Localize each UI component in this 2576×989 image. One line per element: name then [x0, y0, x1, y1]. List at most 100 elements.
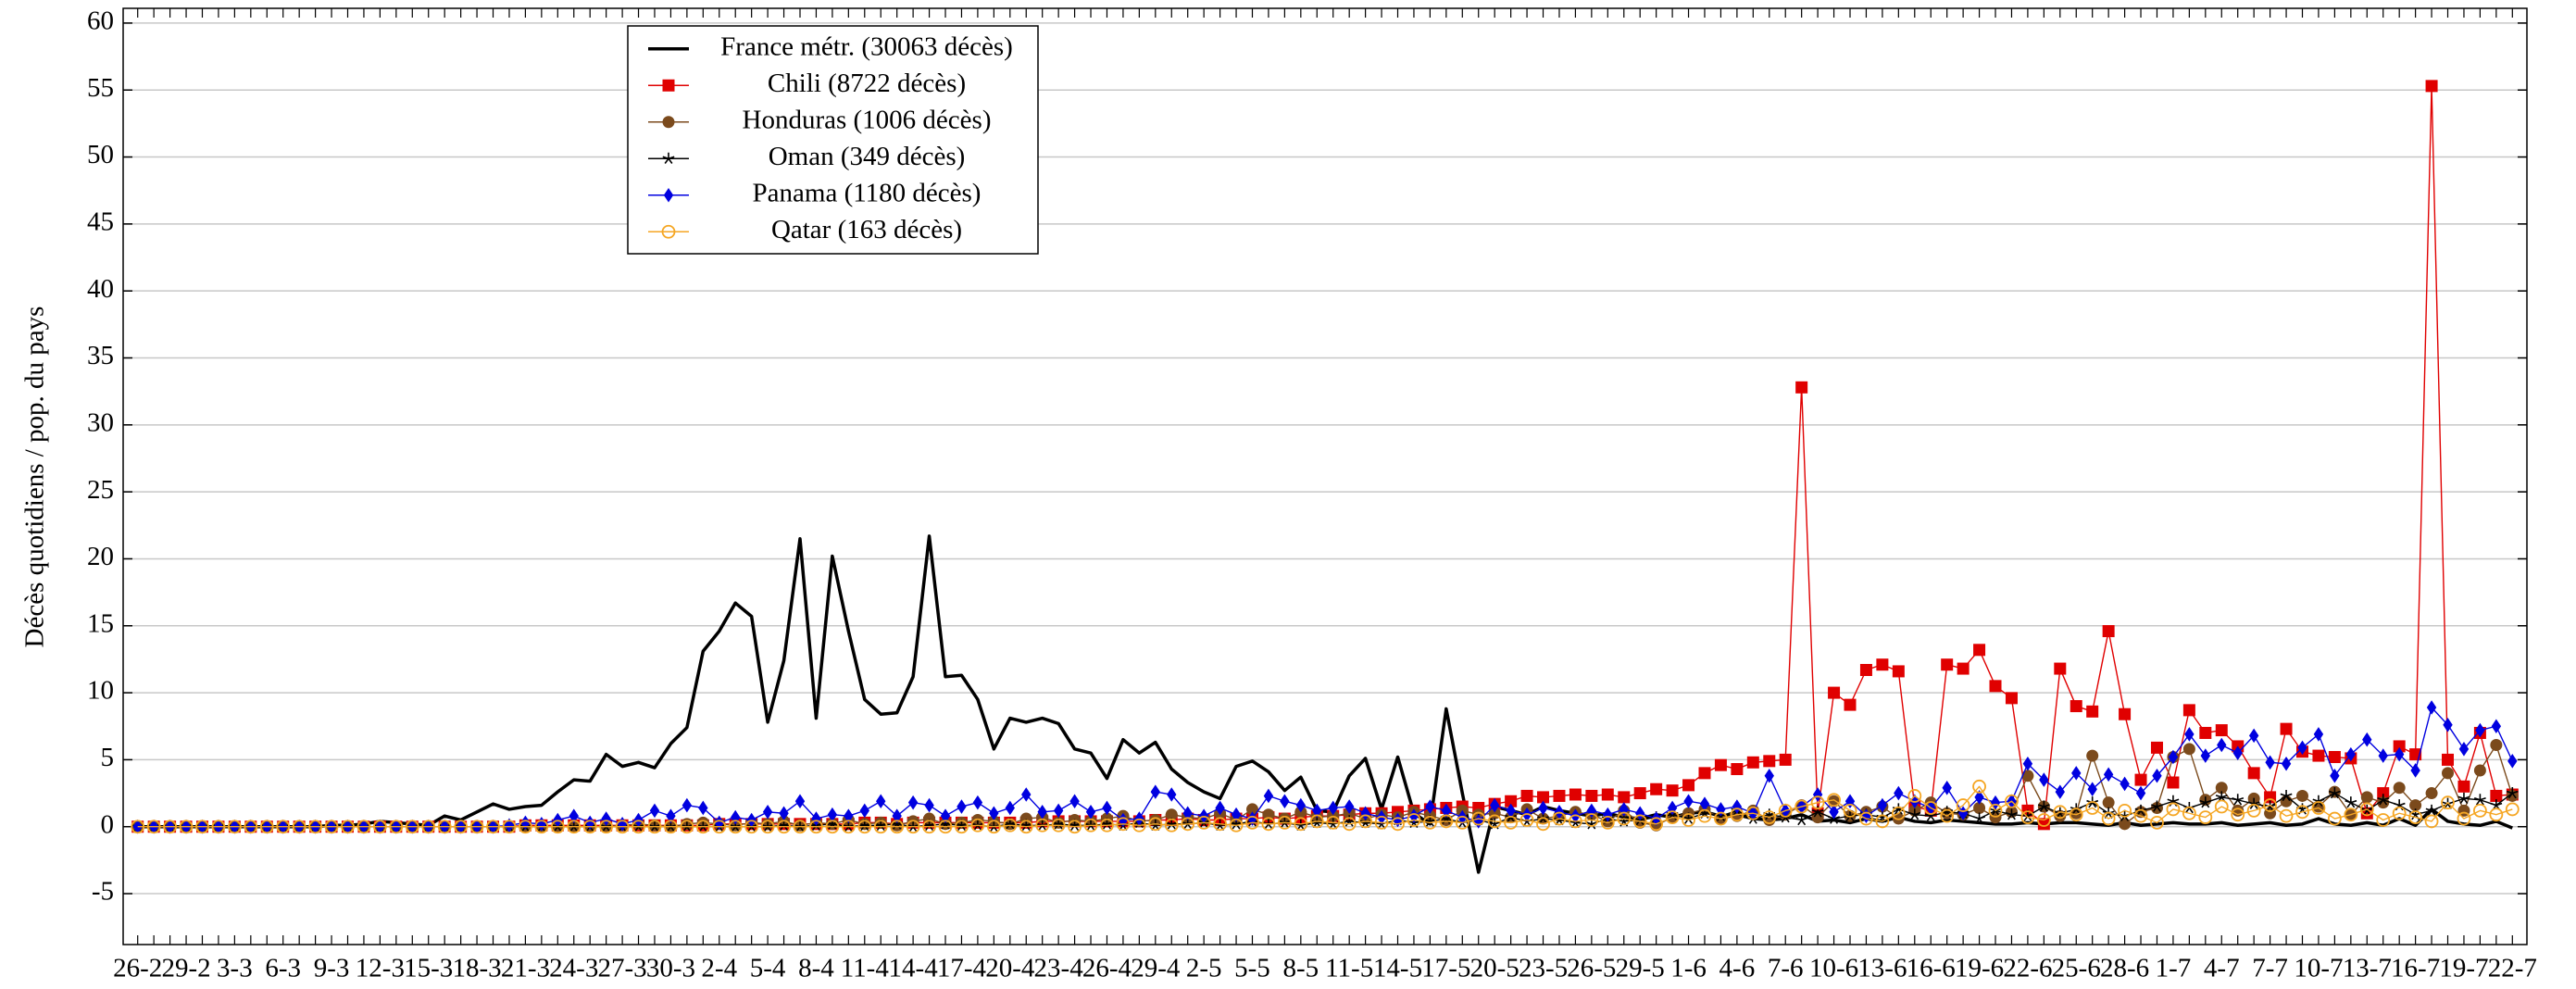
marker: [857, 820, 872, 834]
marker: [1812, 787, 1823, 802]
marker: [259, 820, 274, 834]
marker: [437, 820, 452, 834]
marker: [2118, 803, 2132, 818]
y-tick-label: 20: [87, 542, 114, 571]
marker: [2263, 798, 2278, 812]
marker: [1632, 814, 1647, 829]
marker: [778, 819, 790, 832]
marker: [1730, 807, 1744, 822]
marker: [1601, 788, 1614, 801]
marker: [2457, 811, 2471, 826]
marker: [486, 820, 500, 834]
marker: [1682, 813, 1695, 827]
marker: [1393, 812, 1403, 828]
marker: [762, 805, 773, 820]
marker: [696, 820, 709, 833]
marker: [356, 820, 371, 834]
marker: [2150, 741, 2163, 754]
marker: [1699, 796, 1710, 811]
marker: [2359, 802, 2374, 817]
marker: [1277, 815, 1292, 830]
marker: [1019, 820, 1033, 834]
marker: [1005, 800, 1015, 816]
marker: [1859, 811, 1873, 826]
marker: [2168, 749, 2179, 765]
marker: [2312, 749, 2325, 762]
y-tick-label: 5: [101, 743, 115, 772]
marker: [1894, 785, 1904, 801]
marker: [2295, 789, 2308, 802]
marker: [2248, 728, 2259, 744]
series: [131, 80, 2519, 833]
marker: [1505, 795, 1518, 807]
marker: [227, 820, 242, 834]
x-tick-label: 27-3: [598, 954, 647, 983]
marker: [2215, 724, 2228, 737]
marker: [2005, 692, 2018, 705]
marker: [793, 820, 807, 834]
marker: [2102, 807, 2115, 819]
marker: [2199, 796, 2212, 808]
marker: [986, 820, 1001, 834]
marker: [890, 820, 905, 834]
marker: [2151, 800, 2163, 812]
marker: [1810, 795, 1825, 810]
marker: [2232, 794, 2245, 806]
marker: [2506, 787, 2519, 799]
marker: [2069, 807, 2083, 822]
marker: [1182, 818, 1194, 830]
x-tick-label: 20-4: [985, 954, 1035, 983]
marker: [2182, 743, 2195, 756]
marker: [1182, 806, 1193, 821]
marker: [1165, 808, 1178, 821]
marker: [2103, 767, 2114, 782]
marker: [2182, 806, 2196, 820]
marker: [1745, 806, 1760, 820]
marker: [469, 820, 484, 834]
x-tick-label: 22-6: [2003, 954, 2052, 983]
marker: [2425, 804, 2438, 817]
marker: [1665, 810, 1680, 824]
y-tick-label: 30: [87, 407, 114, 437]
marker: [2217, 737, 2227, 753]
y-tick-label: 10: [87, 676, 114, 706]
marker: [695, 820, 710, 834]
marker: [1439, 814, 1454, 829]
legend-label: Panama (1180 décès): [753, 178, 982, 207]
marker: [550, 820, 565, 834]
marker: [1489, 797, 1500, 813]
marker: [841, 820, 856, 834]
marker: [2070, 700, 2082, 713]
marker: [1569, 814, 1582, 829]
marker: [1003, 818, 1018, 833]
marker: [2133, 808, 2148, 823]
marker: [1213, 817, 1227, 832]
marker: [195, 820, 209, 834]
marker: [2311, 801, 2326, 815]
marker: [1344, 799, 1355, 814]
marker: [957, 799, 967, 814]
marker: [2231, 807, 2245, 822]
marker: [1697, 808, 1712, 823]
marker: [1973, 644, 1986, 657]
marker: [970, 818, 985, 833]
marker: [2345, 746, 2357, 762]
marker: [1068, 820, 1082, 834]
marker: [809, 820, 823, 834]
x-tick-label: 14-4: [889, 954, 939, 983]
marker: [1261, 817, 1276, 832]
marker: [2070, 803, 2082, 815]
x-tick-label: 16-7: [2391, 954, 2440, 983]
marker: [1358, 814, 1373, 829]
x-tick-label: 19-6: [1955, 954, 2004, 983]
y-tick-label: 50: [87, 140, 114, 169]
marker: [1051, 818, 1066, 833]
marker: [2442, 797, 2454, 809]
marker: [2297, 740, 2307, 756]
marker: [2120, 776, 2130, 792]
marker: [244, 820, 258, 834]
x-tick-label: 19-7: [2439, 954, 2488, 983]
x-tick-label: 5-5: [1234, 954, 1270, 983]
marker: [2393, 782, 2406, 795]
marker: [1487, 814, 1502, 829]
